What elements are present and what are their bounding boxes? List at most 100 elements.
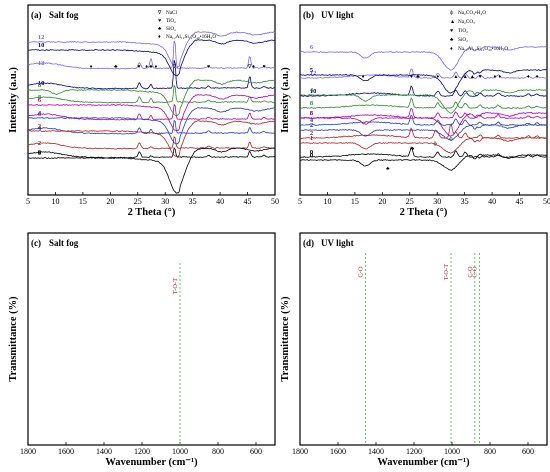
y-axis-label: Intensity (a.u.) [8, 67, 19, 133]
series-line-8 [27, 84, 276, 104]
x-tick-label: 40 [216, 197, 224, 206]
x-tick-label: 1400 [96, 447, 112, 456]
x-tick-label: 1600 [58, 447, 74, 456]
x-tick-label: 15 [79, 197, 87, 206]
series-label-10: 10 [38, 42, 45, 49]
x-tick-label: 5 [26, 197, 30, 206]
peak-marker: ♦ [145, 64, 148, 70]
peak-marker: ▲ [463, 74, 468, 80]
legend-label: SiO₂ [166, 26, 176, 32]
panel-2: 1800 1600 1400 1200 1000 800 600 Wavenumber (cm… [8, 31, 276, 468]
x-axis-label: Wavenumber (cm⁻¹) [377, 457, 470, 468]
peak-label: T-O-T [443, 264, 450, 280]
legend-symbol: ♣ [158, 26, 162, 32]
series-label-2: 2 [310, 122, 313, 129]
x-tick-label: 30 [433, 197, 441, 206]
series-label-0: 0 [310, 149, 313, 156]
series-label-2: 2 [38, 140, 41, 147]
series-line-12 [27, 40, 276, 70]
x-tick-label: 50 [271, 197, 279, 206]
legend-symbol: ▲ [450, 19, 455, 25]
series-line-1 [299, 137, 548, 154]
panel-title: Salt fog [49, 238, 79, 248]
panel-tag: (b) [303, 10, 314, 20]
series-label-2: 2 [38, 123, 41, 130]
series-line-6 [28, 94, 276, 131]
series-label-0: 0 [38, 150, 41, 157]
series-line-3 [299, 112, 548, 137]
x-tick-label: 1400 [368, 447, 384, 456]
peak-marker: ♦ [252, 64, 255, 70]
x-tick-label: 800 [484, 447, 496, 456]
peak-marker: ♣ [411, 146, 415, 152]
peak-marker: ♣ [386, 166, 390, 172]
panel-tag: (d) [303, 238, 314, 248]
series-label-10: 10 [310, 88, 317, 95]
x-tick-label: 40 [488, 197, 496, 206]
peak-label: C-O [358, 266, 365, 278]
x-tick-label: 1600 [330, 447, 346, 456]
series-line-0 [27, 147, 276, 194]
series-line-10 [27, 39, 276, 77]
legend-symbol: ♦ [450, 46, 453, 52]
series-label-8: 8 [38, 94, 42, 101]
x-tick-label: 25 [134, 197, 142, 206]
x-tick-label: 35 [189, 197, 197, 206]
series-label-12: 12 [38, 34, 45, 41]
plot-frame [299, 232, 548, 446]
x-tick-label: 45 [244, 197, 252, 206]
peak-marker: ♣ [114, 64, 118, 70]
series-line-10 [27, 60, 276, 90]
legend-label: Na₁₂Al₁₂Si₁₂O₄₈•16H₂O [458, 46, 508, 52]
series-label-8: 8 [310, 100, 314, 107]
series-label-10: 10 [38, 80, 45, 87]
x-tick-label: 45 [516, 197, 524, 206]
peak-marker: ♦ [436, 74, 439, 80]
x-tick-label: 1000 [444, 447, 460, 456]
peak-marker: ♦ [536, 74, 539, 80]
series-line-2 [300, 124, 548, 141]
series-line-4 [299, 114, 548, 126]
series-label-4: 4 [38, 125, 42, 132]
x-tick-label: 50 [543, 197, 550, 206]
series-label-6: 6 [310, 110, 314, 117]
x-tick-label: 30 [161, 197, 169, 206]
peak-marker: ♦ [498, 74, 501, 80]
x-axis-label: 2 Theta (°) [128, 207, 176, 218]
x-tick-label: 5 [298, 197, 302, 206]
peak-marker: ф [433, 140, 437, 147]
legend-symbol: ф [450, 9, 454, 16]
peak-label: T-O-T [172, 278, 179, 294]
plot-frame [27, 232, 276, 446]
peak-marker: ♥ [137, 64, 140, 70]
x-tick-label: 10 [323, 197, 331, 206]
x-tick-label: 1000 [172, 447, 188, 456]
panel-tag: (c) [31, 238, 41, 248]
legend-label: Na₁₂Al₁₂Si₁₂O₄₈•16H₂O [166, 34, 216, 40]
peak-marker: ♦ [90, 64, 93, 70]
series-label-8: 8 [38, 82, 42, 89]
y-axis-label: Transmittance (%) [8, 296, 19, 382]
series-label-5: 5 [310, 67, 314, 74]
peak-label: C-O [472, 266, 479, 278]
legend-label: SiO₂ [458, 37, 468, 43]
x-tick-label: 600 [250, 447, 262, 456]
series-label-4: 4 [310, 87, 314, 94]
peak-marker: ∇ [247, 64, 252, 70]
peak-marker: ♣ [149, 64, 153, 70]
series-line-4 [299, 89, 548, 114]
x-tick-label: 1200 [406, 447, 422, 456]
series-line-0 [299, 154, 548, 171]
panel-title: UV light [321, 10, 354, 20]
legend-symbol: ♥ [450, 28, 453, 34]
legend-symbol: ♥ [158, 18, 161, 24]
legend-label: TiO₂ [458, 28, 468, 34]
legend-label: TiO₂ [166, 18, 176, 24]
x-tick-label: 15 [351, 197, 359, 206]
series-line-4 [27, 119, 276, 135]
series-line-2 [27, 120, 276, 157]
series-label-2: 2 [310, 130, 313, 137]
peak-label: C-O [467, 266, 474, 278]
